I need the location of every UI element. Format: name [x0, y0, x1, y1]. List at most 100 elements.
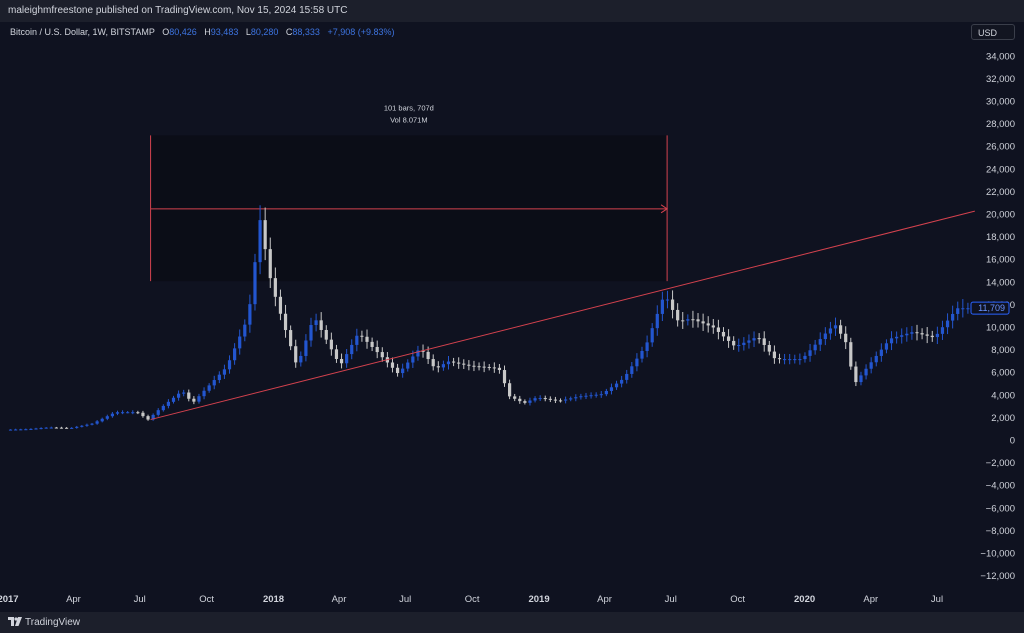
candle-body	[854, 366, 858, 383]
candle-body	[696, 319, 700, 322]
candle-body	[701, 321, 705, 324]
candle-body	[462, 363, 466, 365]
candle-body	[956, 308, 960, 314]
candle-body	[294, 346, 298, 363]
price-tick-label: 28,000	[986, 119, 1015, 130]
candle-body	[85, 424, 89, 426]
candle-body	[721, 331, 726, 337]
candle-body	[222, 369, 227, 375]
candle-body	[467, 364, 471, 366]
candle-body	[406, 362, 410, 369]
candle-body	[915, 332, 919, 334]
candle-body	[940, 327, 945, 334]
candle-body	[472, 365, 476, 367]
price-tick-label: −10,000	[980, 548, 1015, 559]
candle-body	[24, 429, 28, 431]
low-label: L	[245, 27, 251, 37]
candle-body	[772, 351, 777, 359]
candle-body	[197, 396, 201, 402]
candle-body	[523, 401, 527, 403]
candle-body	[604, 390, 608, 395]
candle-body	[548, 398, 552, 400]
candle-body	[686, 319, 690, 321]
open-value: 80,426	[169, 27, 197, 37]
candle-body	[945, 320, 950, 328]
price-tick-label: 0	[1010, 435, 1015, 446]
candle-body	[660, 299, 664, 314]
candle-body	[599, 394, 603, 396]
candle-body	[120, 412, 125, 414]
price-tick-label: 30,000	[986, 96, 1015, 107]
price-chart[interactable]: 34,000 32,000 30,000 28,000 26,000 24,000 22,0…	[0, 22, 1024, 612]
candle-body	[844, 333, 848, 343]
candle-body	[726, 336, 731, 341]
candle-body	[115, 412, 120, 414]
candle-body	[395, 367, 400, 374]
time-tick-label: 2019	[528, 594, 549, 605]
candle-body	[227, 360, 232, 370]
price-tick-label: 20,000	[986, 209, 1015, 220]
candle-body	[289, 330, 293, 347]
candle-body	[166, 401, 171, 406]
date-range-box	[150, 135, 668, 282]
candle-body	[182, 392, 186, 394]
time-tick-label: 2018	[263, 594, 284, 605]
candle-body	[192, 398, 196, 402]
price-tick-label: −2,000	[986, 458, 1015, 469]
open-label: O	[162, 27, 170, 37]
close-value: 88,333	[292, 27, 320, 37]
candle-body	[355, 335, 359, 345]
candle-body	[339, 358, 344, 364]
price-tick-label: 2,000	[991, 413, 1015, 424]
candle-body	[70, 427, 74, 429]
time-tick-label: 2020	[794, 594, 815, 605]
candle-body	[207, 385, 211, 391]
candle-body	[655, 313, 659, 329]
price-tick-label: 22,000	[986, 187, 1015, 198]
candle-body	[64, 427, 69, 429]
candle-body	[431, 359, 435, 367]
candle-body	[110, 413, 114, 417]
candle-body	[594, 394, 598, 396]
candle-body	[314, 320, 318, 326]
candle-body	[645, 342, 649, 351]
candle-body	[849, 342, 853, 367]
candle-body	[171, 397, 176, 402]
candle-body	[670, 299, 675, 310]
publisher-bar: maleighmfreestone published on TradingVi…	[0, 0, 1024, 22]
candle-body	[268, 249, 272, 279]
candle-body	[691, 319, 695, 321]
candle-body	[935, 333, 939, 338]
candle-body	[543, 398, 547, 400]
currency-selector[interactable]: USD	[971, 24, 1015, 40]
time-tick-label: Jul	[399, 594, 411, 605]
candle-body	[309, 325, 313, 341]
candle-body	[217, 374, 221, 381]
price-tick-label: 14,000	[986, 277, 1015, 288]
candle-body	[640, 350, 644, 359]
tradingview-logo-icon[interactable]	[8, 616, 22, 628]
candle-body	[767, 344, 771, 352]
chart-area[interactable]: 34,000 32,000 30,000 28,000 26,000 24,000 22,0…	[0, 22, 1024, 612]
candle-body	[14, 429, 18, 431]
candle-body	[839, 325, 843, 334]
candle-body	[248, 304, 252, 325]
candle-body	[553, 399, 558, 401]
candle-body	[874, 355, 878, 363]
publisher-text: maleighmfreestone published on TradingVi…	[8, 5, 348, 16]
candle-body	[375, 346, 379, 353]
price-tick-label: −4,000	[986, 481, 1015, 492]
candle-body	[757, 338, 761, 340]
candle-body	[299, 355, 303, 363]
price-tick-label: 8,000	[991, 345, 1015, 356]
candle-body	[884, 343, 889, 350]
candle-body	[49, 427, 53, 429]
time-tick-label: Apr	[863, 594, 878, 605]
candle-body	[334, 349, 339, 359]
candle-body	[360, 335, 364, 337]
price-tick-label: −12,000	[980, 571, 1015, 582]
candle-body	[411, 356, 415, 363]
candle-body	[426, 351, 430, 360]
candle-body	[564, 399, 568, 401]
candle-body	[380, 352, 384, 358]
